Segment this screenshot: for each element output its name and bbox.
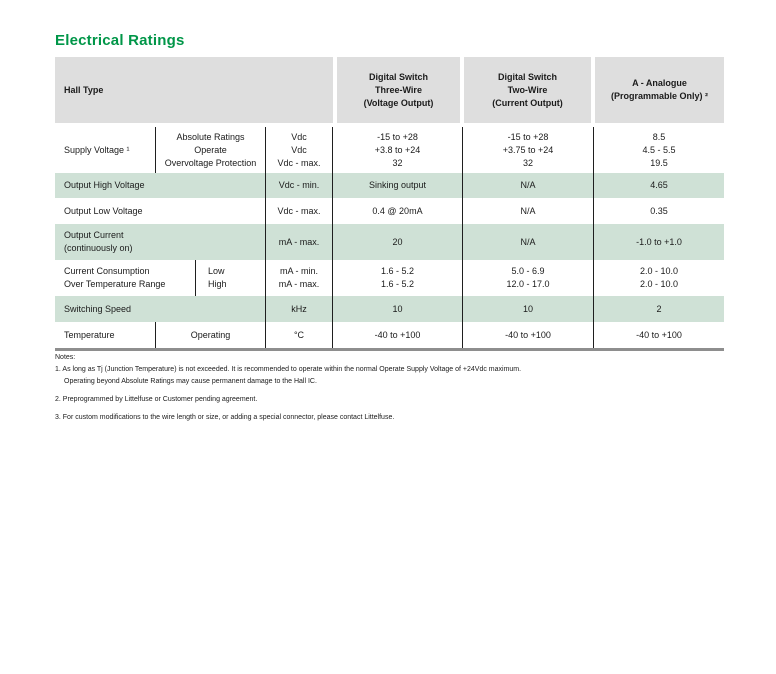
cell-three-wire: 10 xyxy=(392,303,403,314)
notes-section: Notes: 1. As long as Tj (Junction Temper… xyxy=(55,352,715,430)
cell-two-wire: 10 xyxy=(462,296,593,322)
cell-two-wire: N/A xyxy=(462,173,593,198)
header-analogue: A - Analogue (Programmable Only) ² xyxy=(595,57,724,123)
table-row-switching-speed: Switching Speed kHz 10 10 2 xyxy=(55,296,724,322)
cell-analogue: 2.0 - 10.0 2.0 - 10.0 xyxy=(593,260,724,296)
table-row-output-current: Output Current (continuously on) mA - ma… xyxy=(55,224,724,260)
header-three-wire: Digital Switch Three-Wire (Voltage Outpu… xyxy=(337,57,460,123)
header-two-wire: Digital Switch Two-Wire (Current Output) xyxy=(464,57,591,123)
cell-analogue: 8.5 4.5 - 5.5 19.5 xyxy=(593,127,724,173)
row-label: Temperature xyxy=(64,329,115,340)
cell-two-wire: 5.0 - 6.9 12.0 - 17.0 xyxy=(462,260,593,296)
page-title: Electrical Ratings xyxy=(55,32,185,49)
table-row-current-consumption: Current Consumption Over Temperature Ran… xyxy=(55,260,724,296)
cell-two-wire: N/A xyxy=(462,198,593,224)
cell-units: Vdc - max. xyxy=(265,198,333,224)
cell-three-wire: 1.6 - 5.2 1.6 - 5.2 xyxy=(380,266,415,289)
row-label: Switching Speed xyxy=(64,303,132,314)
note-3: 3. For custom modifications to the wire … xyxy=(55,414,395,421)
cell-analogue: -40 to +100 xyxy=(593,322,724,348)
table-row-output-low-voltage: Output Low Voltage Vdc - max. 0.4 @ 20mA… xyxy=(55,198,724,224)
electrical-ratings-table: Hall Type Digital Switch Three-Wire (Vol… xyxy=(55,57,724,351)
cell-units: mA - min. mA - max. xyxy=(265,260,333,296)
cell-analogue: 4.65 xyxy=(593,173,724,198)
row-label: Output Current (continuously on) xyxy=(64,230,133,253)
table-header-row: Hall Type Digital Switch Three-Wire (Vol… xyxy=(55,57,724,123)
cell-analogue: 2 xyxy=(593,296,724,322)
table-row-output-high-voltage: Output High Voltage Vdc - min. Sinking o… xyxy=(55,173,724,198)
row-label: Current Consumption Over Temperature Ran… xyxy=(64,266,166,289)
header-hall-type: Hall Type xyxy=(55,57,333,123)
cell-three-wire: -40 to +100 xyxy=(374,329,421,340)
row-label: Output Low Voltage xyxy=(64,205,143,216)
table-row-temperature: Temperature Operating °C -40 to +100 -40… xyxy=(55,322,724,348)
cell-two-wire: N/A xyxy=(462,224,593,260)
cell-analogue: -1.0 to +1.0 xyxy=(593,224,724,260)
row-label: Output High Voltage xyxy=(64,180,145,190)
row-sub-label: Low High xyxy=(195,260,265,296)
table-row-supply-voltage: Supply Voltage ¹ Absolute Ratings Operat… xyxy=(55,127,724,173)
cell-analogue: 0.35 xyxy=(593,198,724,224)
cell-two-wire: -15 to +28 +3.75 to +24 32 xyxy=(462,127,593,173)
cell-three-wire: -15 to +28 +3.8 to +24 32 xyxy=(374,131,421,168)
cell-three-wire: 20 xyxy=(392,236,403,247)
cell-units: Vdc Vdc Vdc - max. xyxy=(265,127,333,173)
row-sub-label: Absolute Ratings Operate Overvoltage Pro… xyxy=(155,127,265,173)
row-sub-label: Operating xyxy=(155,322,265,348)
cell-three-wire: Sinking output xyxy=(368,180,427,190)
notes-heading: Notes: xyxy=(55,354,76,361)
row-label: Supply Voltage ¹ xyxy=(64,144,130,155)
cell-units: mA - max. xyxy=(265,224,333,260)
cell-three-wire: 0.4 @ 20mA xyxy=(372,205,423,216)
note-2: 2. Preprogrammed by Littelfuse or Custom… xyxy=(55,396,258,403)
cell-units: Vdc - min. xyxy=(265,173,333,198)
cell-units: kHz xyxy=(265,296,333,322)
note-1: 1. As long as Tj (Junction Temperature) … xyxy=(55,366,522,385)
cell-units: °C xyxy=(265,322,333,348)
cell-two-wire: -40 to +100 xyxy=(462,322,593,348)
table-body: Supply Voltage ¹ Absolute Ratings Operat… xyxy=(55,127,724,351)
